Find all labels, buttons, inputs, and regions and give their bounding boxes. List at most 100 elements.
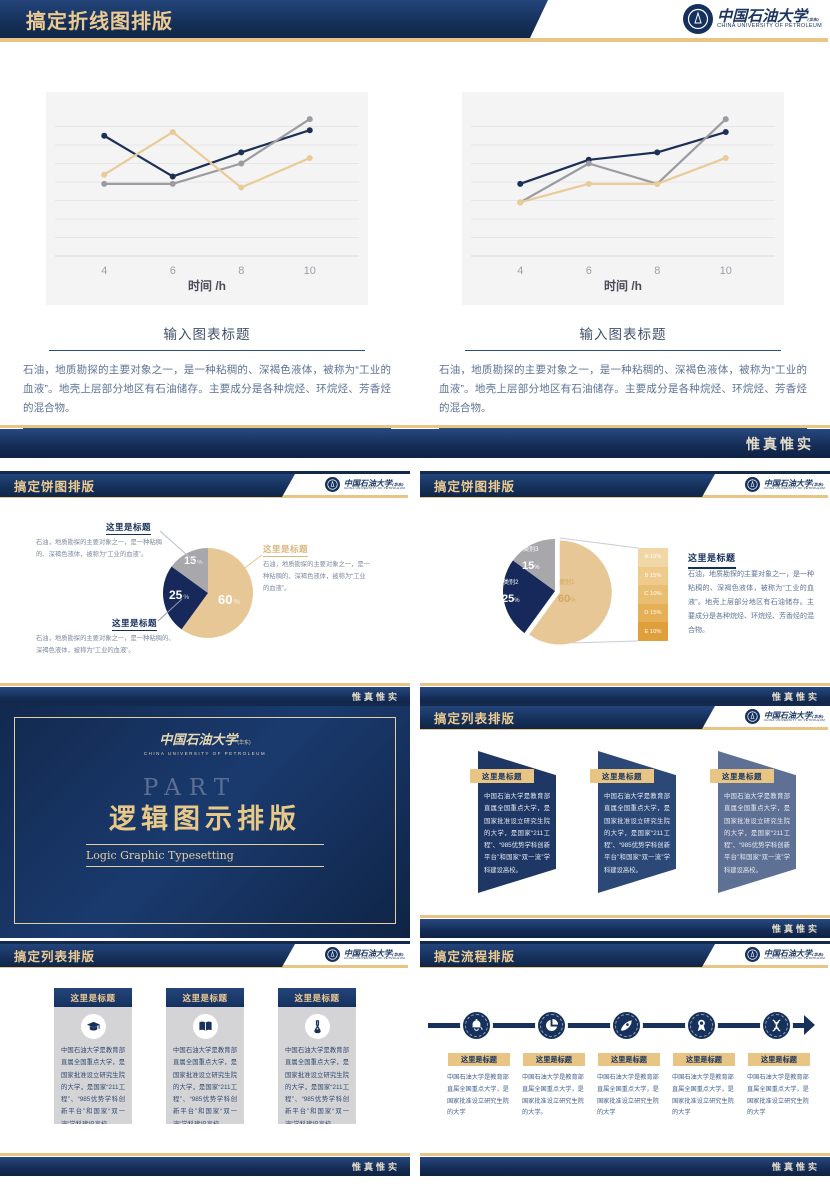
university-logo: 中国石油大学(华东) CHINA UNIVERSITY OF PETROLEUM	[324, 477, 405, 492]
slide-list-cards[interactable]: 搞定列表排版 中国石油大学(华东) CHINA UNIVERSITY OF PE…	[0, 941, 410, 1176]
logo-name-zh: 中国石油大学(华东)	[763, 948, 824, 958]
flow-step-body: 中国石油大学是教育部直属全国重点大学，是国家批准设立研究生院的大学	[447, 1074, 509, 1117]
flow-step-title: 这里是标题	[523, 1053, 585, 1066]
svg-text:8: 8	[238, 265, 244, 277]
caption-divider	[48, 350, 366, 351]
charts-row: 4 6 8 10 时间 /h 输入图表标题 石油，地质勘探的主要对象之一，是一种粘稠的、…	[0, 92, 830, 429]
pie-value-60: 60%	[218, 592, 240, 607]
callout-title-top: 这里是标题	[106, 521, 152, 535]
list-card: 这里是标题 中国石油大学是教育部直属全国重点大学，是国家批准设立研究生院的大学，…	[166, 988, 244, 1124]
flow-step-title: 这里是标题	[598, 1053, 660, 1066]
university-emblem-icon	[744, 477, 760, 492]
bar-segment: B 15%	[638, 566, 668, 586]
slide-title-banner: 搞定饼图排版	[0, 474, 295, 497]
flask-icon	[304, 1014, 330, 1039]
open-book-icon	[192, 1014, 218, 1039]
slide-title: 搞定流程排版	[434, 950, 516, 964]
card-body-text: 中国石油大学是教育部直属全国重点大学，是国家批准设立研究生院的大学，是国家“21…	[173, 1047, 237, 1124]
slice-label-1: 类别1 60%	[558, 580, 576, 605]
flow-step-circle	[685, 1009, 718, 1042]
banner-body-text: 中国石油大学是教育部直属全国重点大学，是国家批准设立研究生院的大学，是国家“21…	[604, 793, 670, 874]
line-chart: 4 6 8 10 时间 /h	[55, 116, 359, 293]
university-emblem-icon	[744, 947, 760, 962]
logo-name-zh: 中国石油大学(华东)	[763, 478, 824, 488]
pie-chart: 15% 25% 60%	[158, 543, 258, 643]
university-motto: 惟真惟实	[771, 1163, 820, 1173]
flow-step-circle	[760, 1009, 793, 1042]
divider-rules: Logic Graphic Typesetting	[86, 844, 324, 867]
slide-pie-detail[interactable]: 搞定饼图排版 中国石油大学(华东) CHINA UNIVERSITY OF PE…	[420, 471, 830, 706]
flow-step-body: 中国石油大学是教育部直属全国重点大学，是国家批准设立研究生院的大学。	[522, 1074, 584, 1117]
slide-section-divider[interactable]: 中国石油大学(华东) CHINA UNIVERSITY OF PETROLEUM…	[0, 703, 410, 938]
svg-text:10: 10	[304, 265, 316, 277]
flow-step-title: 这里是标题	[448, 1053, 510, 1066]
logo-name-en: CHINA UNIVERSITY OF PETROLEUM	[763, 956, 825, 960]
slide-title: 搞定饼图排版	[14, 480, 96, 494]
flow-step-circle	[610, 1009, 643, 1042]
svg-text:8: 8	[654, 265, 660, 277]
university-logo: 中国石油大学(华东) CHINA UNIVERSITY OF PETROLEUM	[744, 477, 825, 492]
banner-body-text: 中国石油大学是教育部直属全国重点大学，是国家批准设立研究生院的大学，是国家“21…	[724, 793, 790, 874]
chart-caption-body: 石油，地质勘探的主要对象之一，是一种粘稠的、深褐色液体，被称为“工业的血液”。地…	[23, 364, 391, 414]
university-emblem-icon	[324, 477, 340, 492]
callout-title-bottom: 这里是标题	[112, 617, 158, 631]
slide-title-banner: 搞定折线图排版	[0, 0, 548, 38]
slide-title-banner: 搞定列表排版	[0, 944, 295, 967]
detail-heading: 这里是标题	[688, 551, 736, 569]
university-emblem-icon	[324, 947, 340, 962]
university-motto: 惟真惟实	[351, 1163, 400, 1173]
flow-step-body: 中国石油大学是教育部直属全国重点大学，是国家批准设立研究生院的大学	[597, 1074, 659, 1117]
card-body-text: 中国石油大学是教育部直属全国重点大学，是国家批准设立研究生院的大学，是国家“21…	[285, 1047, 349, 1124]
svg-text:6: 6	[586, 265, 592, 277]
slide-title-banner: 搞定流程排版	[420, 944, 715, 967]
callout-title-right: 这里是标题	[263, 543, 309, 557]
slide-title: 搞定列表排版	[434, 712, 516, 726]
svg-text:4: 4	[517, 265, 523, 277]
caption-divider	[439, 427, 807, 429]
breakdown-stacked-bar: A 10% B 15% C 10% D 15% E 10%	[638, 548, 668, 641]
line-chart-panel: 4 6 8 10 时间 /h	[462, 92, 784, 305]
chart-caption-title: 输入图表标题	[579, 327, 667, 342]
card-title: 这里是标题	[54, 988, 132, 1007]
chart-caption-title: 输入图表标题	[163, 327, 251, 342]
banner-title-tab: 这里是标题	[590, 769, 654, 783]
svg-text:时间 /h: 时间 /h	[604, 278, 642, 293]
chart-caption-body: 石油，地质勘探的主要对象之一，是一种粘稠的、深褐色液体，被称为“工业的血液”。地…	[439, 364, 807, 414]
card-body-text: 中国石油大学是教育部直属全国重点大学，是国家批准设立研究生院的大学，是国家“21…	[61, 1047, 125, 1124]
chart-block-left: 4 6 8 10 时间 /h 输入图表标题 石油，地质勘探的主要对象之一，是一种粘稠的、…	[23, 92, 391, 429]
university-logo: 中国石油大学(华东) CHINA UNIVERSITY OF PETROLEUM	[744, 709, 825, 724]
caption-divider	[23, 427, 391, 429]
slide-title: 搞定折线图排版	[26, 10, 173, 33]
svg-text:10: 10	[720, 265, 732, 277]
detail-body: 石油，地质勘探的主要对象之一，是一种粘稠的、深褐色液体，被称为“工业的血液”。地…	[688, 571, 814, 634]
logo-name-zh: 中国石油大学(华东)	[343, 478, 404, 488]
divider-frame	[14, 717, 396, 924]
callout-body-top: 石油，地质勘探的主要对象之一，是一种粘稠的、深褐色液体，被称为“工业的血液”。	[36, 539, 162, 558]
card-title: 这里是标题	[166, 988, 244, 1007]
logo-name-zh: 中国石油大学(华东)	[343, 948, 404, 958]
graduation-cap-icon	[80, 1014, 106, 1039]
flow-step-body: 中国石油大学是教育部直属全国重点大学，是国家批准设立研究生院的大学	[672, 1074, 734, 1117]
divider-title: 逻辑图示排版	[109, 804, 301, 834]
header-gold-rule	[0, 38, 828, 42]
slide-process-flow[interactable]: 搞定流程排版 中国石油大学(华东) CHINA UNIVERSITY OF PE…	[420, 941, 830, 1176]
line-chart-panel: 4 6 8 10 时间 /h	[46, 92, 368, 305]
slide-title: 搞定饼图排版	[434, 480, 516, 494]
slide-title-banner: 搞定饼图排版	[420, 474, 715, 497]
slide-pie-callouts[interactable]: 搞定饼图排版 中国石油大学(华东) CHINA UNIVERSITY OF PE…	[0, 471, 410, 706]
slide-list-banners[interactable]: 搞定列表排版 中国石油大学(华东) CHINA UNIVERSITY OF PE…	[420, 703, 830, 938]
university-motto: 惟真惟实	[771, 693, 820, 703]
svg-text:6: 6	[170, 265, 176, 277]
logo-name-suffix: (华东)	[807, 16, 819, 22]
university-motto: 惟真惟实	[771, 925, 820, 935]
bar-segment: A 10%	[638, 548, 668, 567]
university-logo: 中国石油大学(华东) CHINA UNIVERSITY OF PETROLEUM	[324, 947, 405, 962]
list-card: 这里是标题 中国石油大学是教育部直属全国重点大学，是国家批准设立研究生院的大学，…	[278, 988, 356, 1124]
callout-body-right: 石油，地质勘探的主要对象之一，是一种粘稠的、深褐色液体，被称为“工业的血液”。	[263, 561, 371, 592]
slide-line-chart-layout[interactable]: 搞定折线图排版 中国石油大学(华东) CHINA UNIVERSITY OF P…	[0, 0, 830, 458]
university-logo: 中国石油大学(华东) CHINA UNIVERSITY OF PETROLEUM	[683, 4, 822, 34]
banner-title-tab: 这里是标题	[710, 769, 774, 783]
divider-subtitle: Logic Graphic Typesetting	[86, 849, 234, 862]
logo-name-zh: 中国石油大学(华东)	[717, 6, 819, 25]
